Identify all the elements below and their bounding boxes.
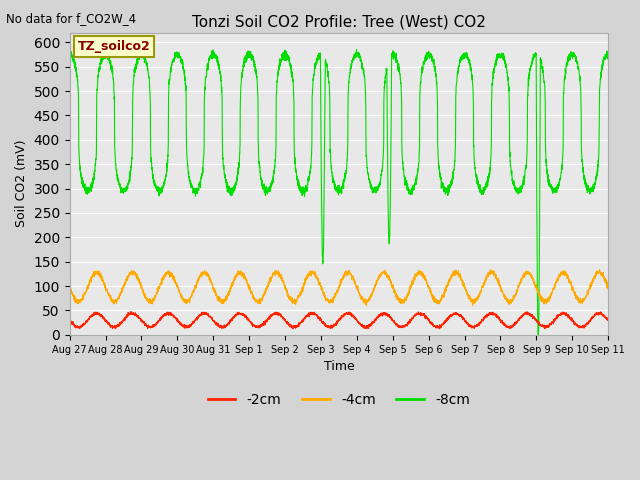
- -4cm: [604, 285, 612, 290]
- -8cm: [216, 69, 224, 74]
- -4cm: [553, 276, 561, 282]
- -2cm: [216, 324, 224, 329]
- -2cm: [289, 326, 297, 332]
- Text: TZ_soilco2: TZ_soilco2: [77, 40, 150, 53]
- Legend: -2cm, -4cm, -8cm: -2cm, -4cm, -8cm: [202, 387, 476, 412]
- Line: -4cm: -4cm: [70, 270, 608, 305]
- Text: No data for f_CO2W_4: No data for f_CO2W_4: [6, 12, 136, 25]
- -4cm: [181, 297, 189, 302]
- -8cm: [392, 58, 399, 63]
- -4cm: [596, 267, 604, 273]
- -2cm: [66, 317, 74, 323]
- -2cm: [127, 309, 135, 314]
- Title: Tonzi Soil CO2 Profile: Tree (West) CO2: Tonzi Soil CO2 Profile: Tree (West) CO2: [192, 15, 486, 30]
- -2cm: [604, 316, 612, 322]
- -2cm: [392, 321, 399, 327]
- Y-axis label: Soil CO2 (mV): Soil CO2 (mV): [15, 140, 28, 228]
- Line: -8cm: -8cm: [70, 49, 608, 335]
- -8cm: [534, 332, 542, 338]
- -4cm: [216, 298, 224, 303]
- -8cm: [554, 182, 561, 188]
- -2cm: [181, 322, 189, 328]
- -8cm: [66, 52, 74, 58]
- -4cm: [401, 299, 408, 304]
- -2cm: [401, 322, 409, 328]
- -2cm: [554, 314, 561, 320]
- -4cm: [66, 280, 74, 286]
- -2cm: [604, 317, 612, 323]
- -8cm: [102, 47, 110, 52]
- Line: -2cm: -2cm: [70, 312, 608, 329]
- -8cm: [604, 50, 612, 56]
- -4cm: [604, 286, 612, 292]
- -8cm: [401, 176, 408, 181]
- -8cm: [604, 52, 612, 58]
- -8cm: [181, 77, 189, 83]
- -4cm: [363, 302, 371, 308]
- X-axis label: Time: Time: [323, 360, 355, 373]
- -4cm: [392, 291, 399, 297]
